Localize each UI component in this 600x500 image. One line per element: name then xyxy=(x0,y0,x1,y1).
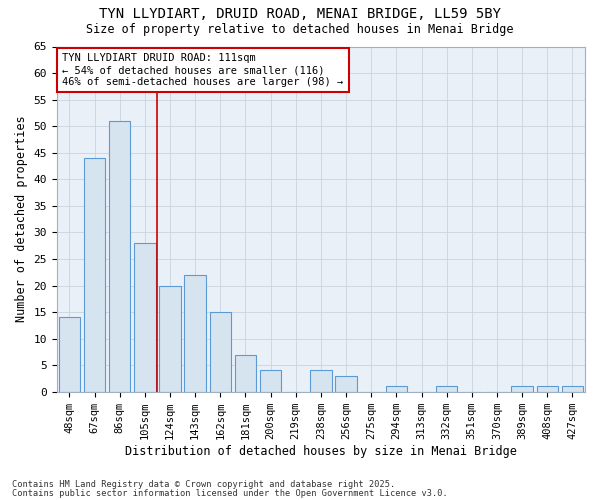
Text: Contains public sector information licensed under the Open Government Licence v3: Contains public sector information licen… xyxy=(12,488,448,498)
Bar xyxy=(184,275,206,392)
Bar xyxy=(235,354,256,392)
Bar xyxy=(84,158,105,392)
Bar xyxy=(335,376,357,392)
Bar xyxy=(536,386,558,392)
Bar xyxy=(134,243,155,392)
Text: Contains HM Land Registry data © Crown copyright and database right 2025.: Contains HM Land Registry data © Crown c… xyxy=(12,480,395,489)
Bar xyxy=(562,386,583,392)
Bar xyxy=(310,370,332,392)
X-axis label: Distribution of detached houses by size in Menai Bridge: Distribution of detached houses by size … xyxy=(125,444,517,458)
Bar xyxy=(511,386,533,392)
Bar xyxy=(260,370,281,392)
Text: TYN LLYDIART DRUID ROAD: 111sqm
← 54% of detached houses are smaller (116)
46% o: TYN LLYDIART DRUID ROAD: 111sqm ← 54% of… xyxy=(62,54,343,86)
Bar xyxy=(59,318,80,392)
Bar xyxy=(386,386,407,392)
Bar xyxy=(109,121,130,392)
Bar xyxy=(209,312,231,392)
Bar xyxy=(159,286,181,392)
Text: Size of property relative to detached houses in Menai Bridge: Size of property relative to detached ho… xyxy=(86,22,514,36)
Bar xyxy=(436,386,457,392)
Text: TYN LLYDIART, DRUID ROAD, MENAI BRIDGE, LL59 5BY: TYN LLYDIART, DRUID ROAD, MENAI BRIDGE, … xyxy=(99,8,501,22)
Y-axis label: Number of detached properties: Number of detached properties xyxy=(15,116,28,322)
